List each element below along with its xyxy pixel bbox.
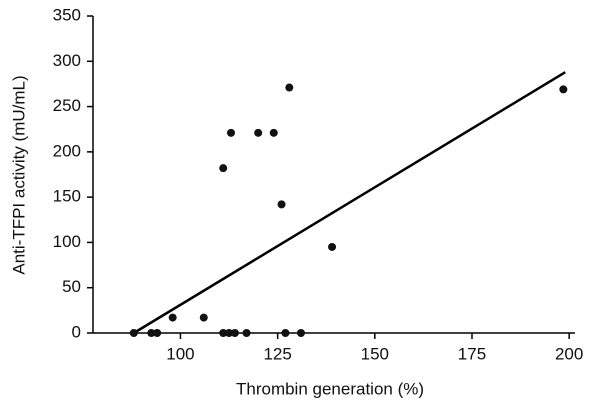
y-tick-label: 250	[53, 96, 81, 115]
point	[559, 85, 568, 94]
point	[129, 329, 138, 337]
y-tick-label: 100	[53, 232, 81, 251]
x-tick-label: 100	[166, 344, 194, 363]
point	[242, 329, 251, 337]
point	[168, 313, 177, 322]
trend-line	[133, 71, 566, 335]
point	[219, 164, 228, 173]
y-tick-label: 0	[72, 322, 81, 341]
y-axis-label: Anti-TFPI activity (mU/mL)	[9, 75, 28, 274]
point	[281, 329, 290, 337]
point	[219, 329, 228, 337]
point	[277, 200, 286, 209]
x-tick-label: 200	[555, 344, 583, 363]
y-tick-label: 350	[53, 5, 81, 24]
point	[254, 128, 263, 137]
x-tick-label: 150	[361, 344, 389, 363]
point	[285, 83, 294, 92]
point	[199, 313, 208, 322]
y-tick-label: 200	[53, 141, 81, 160]
point	[225, 329, 234, 337]
point	[230, 329, 239, 337]
point	[328, 242, 337, 251]
y-tick-label: 50	[62, 277, 81, 296]
point	[296, 329, 305, 337]
point	[226, 128, 235, 137]
point	[269, 128, 278, 137]
x-axis-label: Thrombin generation (%)	[236, 379, 424, 398]
point	[153, 329, 162, 337]
y-tick-label: 150	[53, 187, 81, 206]
y-tick-label: 300	[53, 51, 81, 70]
x-tick-label: 125	[263, 344, 291, 363]
point	[147, 329, 156, 337]
x-tick-label: 175	[458, 344, 486, 363]
